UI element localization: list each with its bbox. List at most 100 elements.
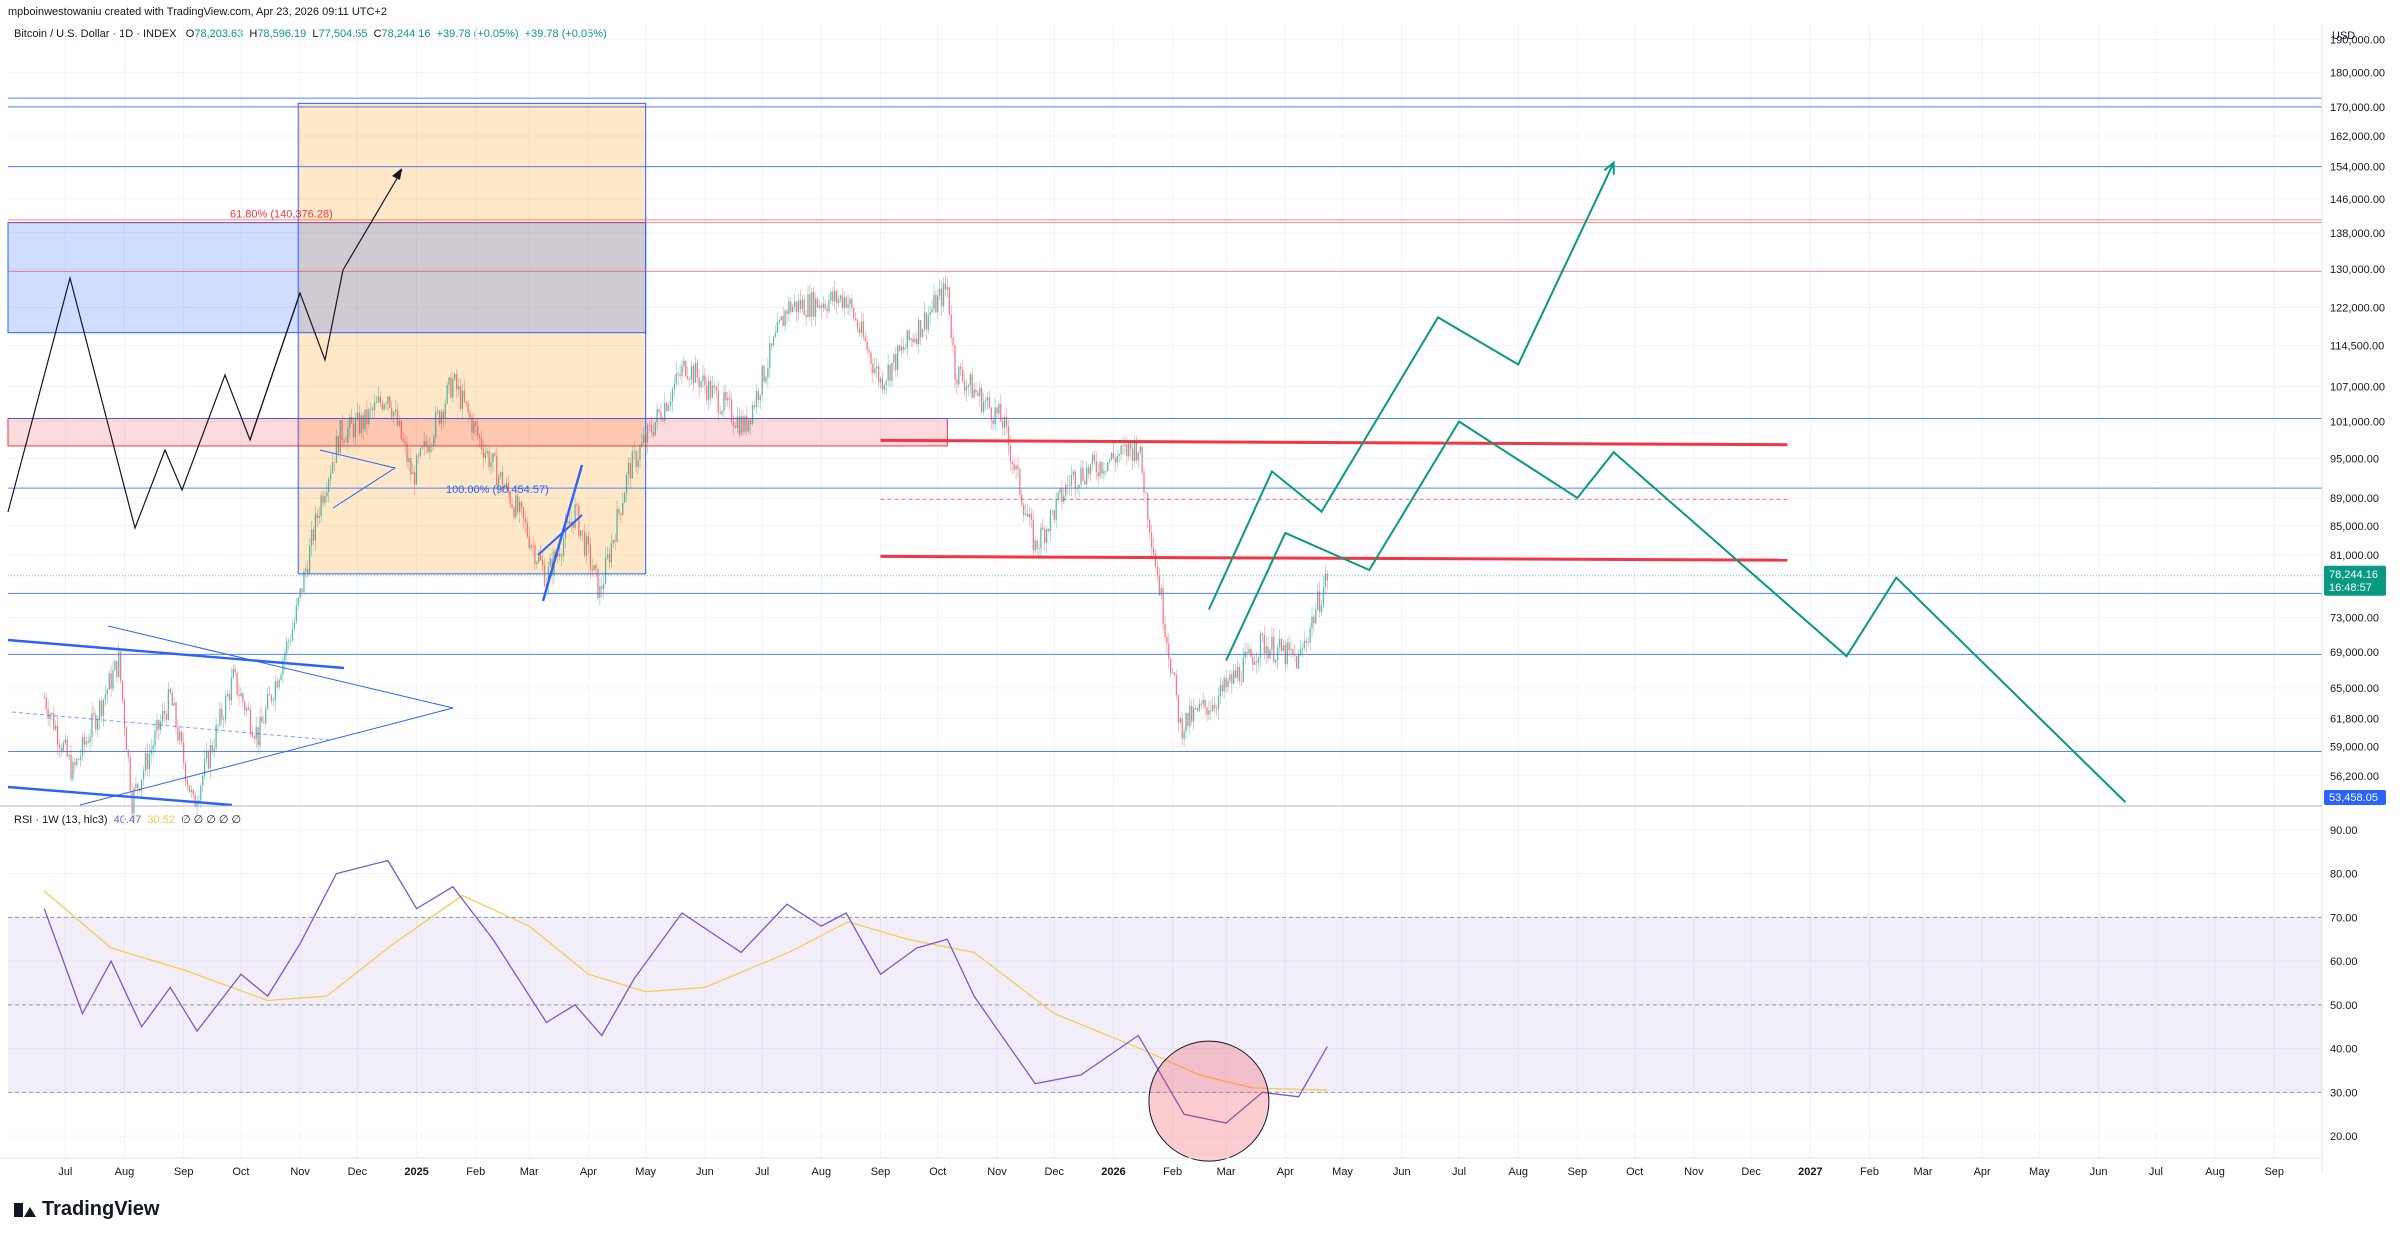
candle-body [746,416,748,432]
candle-body [914,338,916,342]
candle-body [1105,471,1107,472]
candle-body [1271,636,1273,650]
candle-body [303,571,305,593]
candle-body [186,780,189,786]
candle-body [727,397,729,401]
candle-body [1063,495,1065,503]
candle-body [851,299,853,308]
candle-body [301,588,303,593]
candle-body [583,531,586,556]
candle-body [692,366,695,383]
candle-body [765,377,767,382]
axes: 190,000.00 180,000.00 170,000.00 162,000.00… [0,24,2386,1178]
candle-body [1141,446,1143,473]
candle-body [1074,471,1076,489]
candle-body [572,521,574,528]
time-tick-label: Sep [871,1166,891,1178]
candle-body [454,373,456,379]
candle-body [91,713,93,737]
candle-body [1309,628,1311,643]
candle-body [215,725,217,749]
candle-body [169,689,171,693]
candle-body [539,555,542,561]
projection-path-2 [1225,420,2127,803]
candle-body [767,368,769,378]
candle-body [97,719,99,730]
candle-body [1017,465,1019,469]
candle-body [287,640,290,642]
open-value: 78,203.63 [194,28,244,40]
candle-body [870,352,872,364]
candle-body [895,354,897,371]
candle-body [1213,704,1216,708]
candle-body [921,329,924,338]
resistance-line-lower [880,554,1788,562]
symbol-title[interactable]: Bitcoin / U.S. Dollar · 1D · INDEX [14,28,177,40]
candle-body [1231,674,1233,684]
candle-body [1007,426,1010,445]
candle-body [118,651,120,677]
candle-body [427,446,429,453]
candle-body [982,401,985,412]
candle-body [534,545,536,565]
time-tick-label: Jul [755,1166,769,1178]
candle-body [475,421,477,427]
time-tick-label: Dec [348,1166,368,1178]
candle-body [370,408,372,410]
candle-body [855,318,857,321]
candle-body [1299,648,1302,654]
candle-body [1259,633,1262,658]
candle-body [1135,441,1138,461]
candle-body [1206,707,1208,715]
candle-body [1244,651,1246,658]
candle-body [791,306,794,313]
change-value-2: +39.78 (+0.05%) [524,28,607,40]
candle-body [68,755,70,757]
candle-body [509,492,511,505]
candle-body [593,565,595,571]
candle-body [1005,416,1008,427]
candle-body [1057,492,1059,500]
candle-body [1240,681,1243,683]
candle-body [587,536,590,545]
candle-body [1053,510,1055,520]
candle-body [597,569,599,598]
candle-body [958,366,960,385]
candle-body [1212,704,1214,712]
candle-body [879,378,882,383]
price-tick-label: 170,000.00 [2330,102,2385,114]
candle-body [591,568,593,571]
price-tick-label: 89,000.00 [2330,493,2379,505]
candle-body [289,640,292,642]
candle-body [562,538,565,556]
time-tick-label: Aug [1508,1166,1528,1178]
candle-body [45,697,47,710]
candle-body [156,719,158,731]
candle-body [1185,712,1187,732]
candle-body [786,310,788,314]
candle-body [108,673,110,690]
rsi-title[interactable]: RSI · 1W (13, hlc3) [14,814,108,826]
candle-body [532,545,534,547]
candle-body [394,409,397,412]
fib-100-label: 100.00% (90,454.57) [446,484,549,496]
candle-body [513,507,515,518]
candle-body [345,442,347,443]
candle-body [64,739,66,743]
candle-body [270,695,273,702]
candle-body [721,410,723,414]
candle-body [337,436,339,454]
candle-body [364,409,366,430]
candle-body [299,588,301,599]
candle-body [1215,707,1218,709]
candle-body [1246,651,1248,653]
candle-body [448,377,450,385]
candle-body [1003,416,1006,428]
candle-body [452,378,454,398]
time-tick-label: Aug [2205,1166,2225,1178]
candle-body [1089,464,1092,474]
candle-body [404,441,406,444]
rsi-tick-label: 90.00 [2330,825,2358,837]
price-tick-label: 101,000.00 [2330,417,2385,429]
